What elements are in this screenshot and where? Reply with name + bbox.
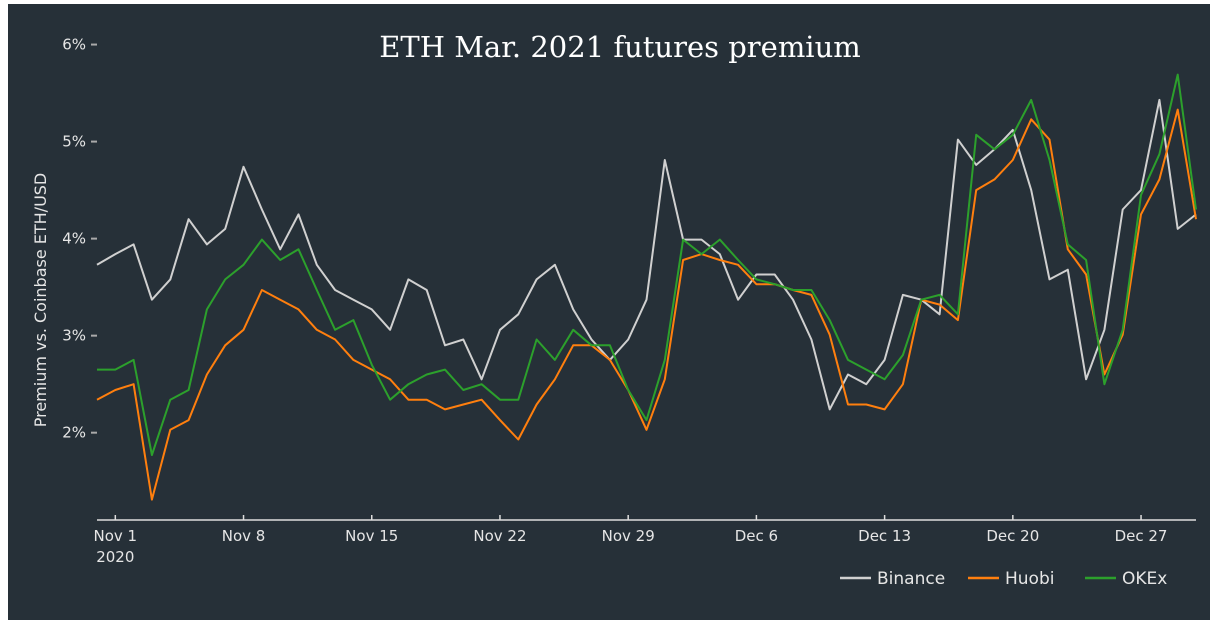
y-tick-label: 2% <box>62 424 86 442</box>
x-tick-label: Dec 20 <box>986 527 1039 545</box>
x-tick-label: Dec 13 <box>858 527 911 545</box>
x-tick-label: Nov 1 <box>94 527 138 545</box>
chart-panel <box>8 4 1210 620</box>
x-axis: Nov 1 Nov 8 Nov 15 Nov 22 Nov 29 Dec 6 Dec 13 D… <box>94 515 1196 566</box>
x-tick-label: Nov 22 <box>473 527 526 545</box>
x-year-label: 2020 <box>96 548 134 566</box>
series-line-binance <box>96 98 1197 411</box>
x-tick-label: Nov 8 <box>222 527 266 545</box>
legend[interactable]: Binance Huobi OKEx <box>840 569 1167 589</box>
series-line-huobi <box>96 108 1197 501</box>
x-tick-label: Nov 15 <box>345 527 398 545</box>
legend-label-binance: Binance <box>877 569 945 589</box>
y-tick-label: 6% <box>62 36 86 54</box>
x-tick-label: Dec 6 <box>735 527 778 545</box>
y-tick-label: 4% <box>62 230 86 248</box>
x-tick-label: Nov 29 <box>602 527 655 545</box>
legend-label-okex: OKEx <box>1122 569 1167 589</box>
x-tick-label: Dec 27 <box>1115 527 1168 545</box>
series-line-okex <box>97 73 1197 456</box>
y-axis: 2% 3% 4% 5% 6% <box>62 36 97 442</box>
plot-area <box>96 73 1197 501</box>
chart-title: ETH Mar. 2021 futures premium <box>379 30 861 64</box>
y-tick-label: 3% <box>62 327 86 345</box>
y-axis-label: Premium vs. Coinbase ETH/USD <box>31 173 50 428</box>
legend-label-huobi: Huobi <box>1005 569 1054 589</box>
y-tick-label: 5% <box>62 133 86 151</box>
